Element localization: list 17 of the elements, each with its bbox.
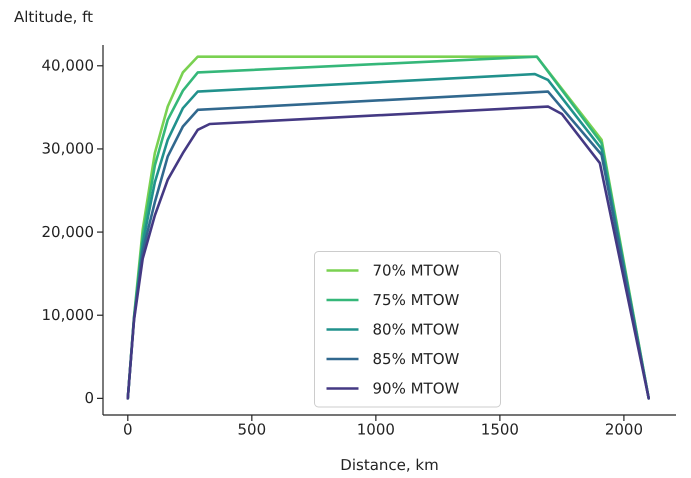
legend-label: 90% MTOW — [372, 380, 460, 398]
y-axis-title: Altitude, ft — [14, 8, 94, 26]
legend-label: 85% MTOW — [372, 350, 460, 368]
x-axis-title: Distance, km — [340, 456, 439, 474]
legend-label: 80% MTOW — [372, 320, 460, 338]
x-tick-label: 1000 — [356, 420, 395, 439]
x-tick-label: 500 — [238, 420, 266, 439]
x-tick-label: 1500 — [480, 420, 519, 439]
y-tick-label: 10,000 — [42, 306, 94, 324]
y-tick-label: 20,000 — [42, 222, 94, 241]
y-tick-label: 30,000 — [42, 140, 94, 158]
legend-label: 75% MTOW — [372, 291, 460, 309]
y-tick-label: 40,000 — [42, 56, 94, 75]
x-tick-label: 0 — [123, 420, 133, 439]
y-tick-label: 0 — [84, 389, 94, 408]
legend-label: 70% MTOW — [372, 262, 460, 280]
x-tick-label: 2000 — [604, 420, 644, 439]
